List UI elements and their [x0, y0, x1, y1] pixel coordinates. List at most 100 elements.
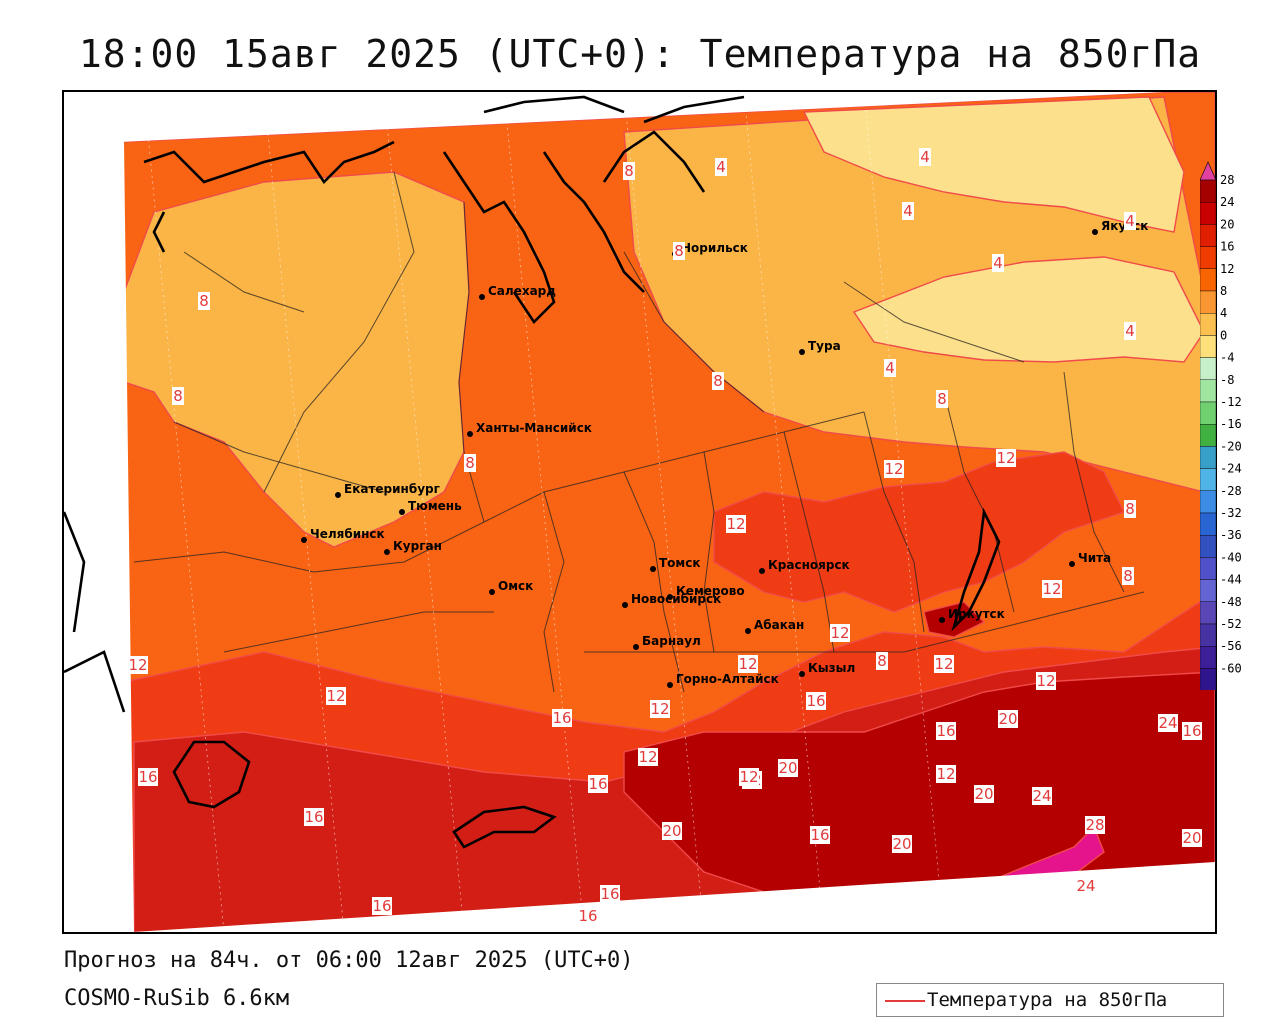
outside-domain-south [134, 862, 1215, 932]
city-marker [939, 617, 945, 623]
isotherm-label: 4 [920, 148, 930, 166]
colorbar-tick: 24 [1220, 195, 1234, 209]
region-boundary [783, 431, 835, 653]
isotherm-label: 8 [877, 652, 887, 670]
colorbar-tick: -52 [1220, 617, 1242, 631]
isotherm-label: 16 [588, 775, 607, 793]
colorbar-swatch [1200, 224, 1217, 247]
isotherm-label: 24 [1032, 787, 1051, 805]
forecast-info: Прогноз на 84ч. от 06:00 12авг 2025 (UTC… [64, 948, 634, 973]
isotherm-label: 20 [974, 785, 993, 803]
city-marker [1069, 561, 1075, 567]
outside-domain-north [64, 92, 1164, 142]
isotherm-label: 4 [993, 254, 1003, 272]
isotherm-label-bg [172, 387, 184, 405]
city-marker [667, 682, 673, 688]
isotherm-label: 16 [600, 885, 619, 903]
meridian-grid [263, 92, 345, 932]
colorbar-tick: -48 [1220, 595, 1242, 609]
colorbar-swatch [1200, 335, 1217, 358]
isotherm-label-bg [1122, 567, 1134, 585]
isotherm-label-bg [588, 775, 608, 793]
cities: СалехардНорильскЯкутскТураХанты-Мансийск… [301, 219, 1148, 688]
coastline [602, 130, 706, 193]
map-title: 18:00 15авг 2025 (UTC+0): Температура на… [78, 32, 1202, 76]
colorbar-tick: -40 [1220, 550, 1242, 564]
temperature-colorbar: 28 24 20 16 12 8 4 0 -4 -8 -12 -16 -20 -24 -28 -32 -36 -4… [1200, 161, 1242, 690]
isotherm-label: 8 [1125, 500, 1135, 518]
isotherm-label: 16 [1182, 722, 1201, 740]
isotherm-label: 24 [1076, 877, 1095, 895]
colorbar-tick: 28 [1220, 173, 1234, 187]
isotherm-label-bg [738, 655, 758, 673]
isotherm-label-bg [726, 515, 746, 533]
coastline [951, 507, 1001, 632]
isotherm-label-bg [1124, 500, 1136, 518]
isotherm-label: 20 [1182, 829, 1201, 847]
isotherm-label-bg [919, 148, 931, 166]
region-boundary [543, 491, 565, 693]
isotherm-label-bg [884, 460, 904, 478]
isotherm-label: 12 [128, 656, 147, 674]
meridian-grid [503, 92, 585, 932]
isotherm-label-bg [830, 624, 850, 642]
colorbar-swatch [1200, 668, 1217, 690]
isotherm-label-bg [1042, 580, 1062, 598]
isotherm-label-bg [934, 655, 954, 673]
city-label: Барнаул [642, 634, 701, 648]
colorbar-swatch [1200, 557, 1217, 580]
city-marker [384, 549, 390, 555]
region-boundary [623, 251, 765, 413]
isotherm-label: 8 [1123, 567, 1133, 585]
colorbar-swatch [1200, 357, 1217, 381]
isotherm-label: 16 [552, 709, 571, 727]
coastline [483, 95, 625, 114]
isotherm-label: 16 [806, 692, 825, 710]
colorbar-swatches [1200, 161, 1217, 690]
isotherm-label-bg [650, 700, 670, 718]
coastline [442, 151, 556, 325]
colorbar-swatch [1200, 446, 1217, 469]
city-marker [399, 509, 405, 515]
coastline [452, 805, 557, 849]
colorbar-tick: 0 [1220, 328, 1227, 342]
coastline [643, 95, 745, 124]
isotherm-label-bg [998, 710, 1018, 728]
city-label: Иркутск [948, 607, 1005, 621]
isotherm-label: 8 [173, 387, 183, 405]
colorbar-swatch [1200, 601, 1217, 625]
isotherm-label-bg [600, 885, 620, 903]
city-marker [799, 349, 805, 355]
isotherm-label: 28 [1085, 816, 1104, 834]
isotherm-label-bg [464, 454, 476, 472]
city-label: Челябинск [310, 527, 385, 541]
isotherm-label-bg [138, 768, 158, 786]
isotherm-label: 16 [578, 907, 597, 925]
colorbar-top-arrow [1200, 161, 1217, 181]
isotherm-label: 8 [713, 372, 723, 390]
isotherm-label: 4 [885, 359, 895, 377]
coastline [143, 140, 395, 185]
isotherm-label: 12 [726, 515, 745, 533]
city-marker [759, 568, 765, 574]
isotherm-label-bg [623, 162, 635, 180]
isotherm-label: 12 [326, 687, 345, 705]
isotherm-label-bg [810, 826, 830, 844]
colorbar-tick: -56 [1220, 639, 1242, 653]
colorbar-tick: -12 [1220, 395, 1242, 409]
colorbar-tick: -8 [1220, 373, 1234, 387]
city-label: Салехард [488, 284, 556, 298]
isotherm-label-bg [198, 292, 210, 310]
temperature-zone-t4_8 [123, 171, 470, 548]
isotherm-label: 12 [650, 700, 669, 718]
city-marker [633, 644, 639, 650]
colorbar-tick: -44 [1220, 573, 1242, 587]
coastlines [64, 95, 1001, 849]
isotherm-label-bg [1182, 722, 1202, 740]
city-marker [467, 431, 473, 437]
city-marker [650, 566, 656, 572]
isotherm-label: 4 [1125, 322, 1135, 340]
coastline [64, 511, 86, 633]
isotherm-label-bg [715, 158, 727, 176]
colorbar-tick: -32 [1220, 506, 1242, 520]
